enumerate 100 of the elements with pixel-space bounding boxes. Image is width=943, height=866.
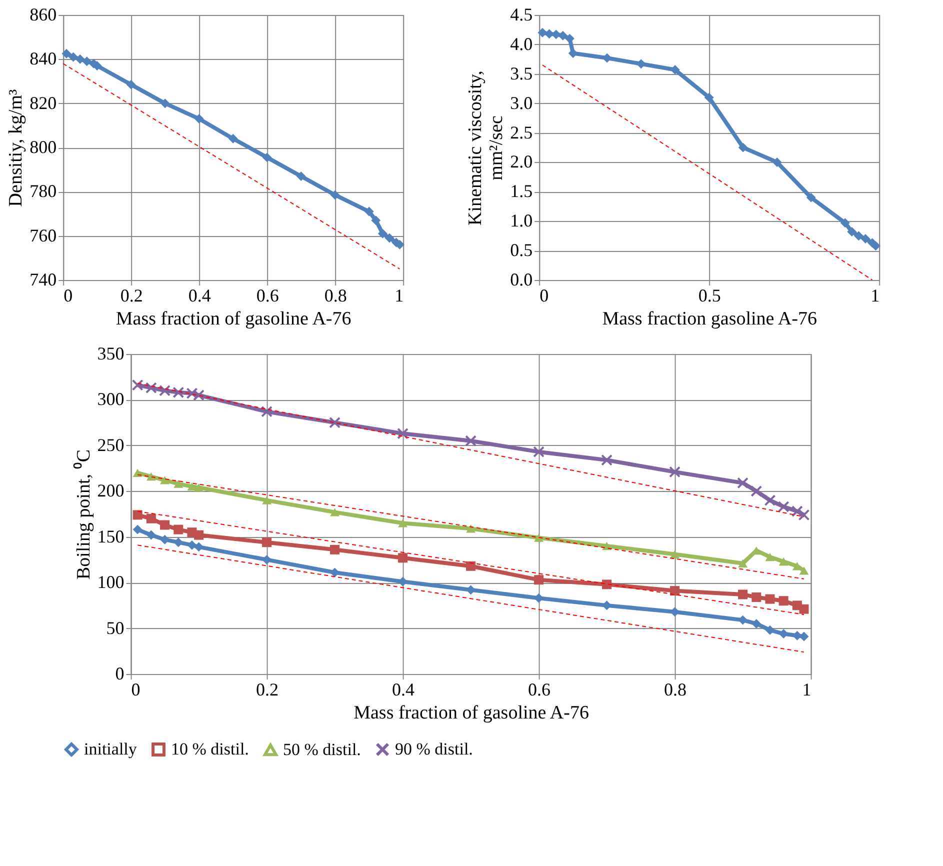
point [799, 566, 809, 575]
y-tick-label: 50 [106, 618, 124, 638]
y-tick-label: 0.5 [510, 240, 533, 260]
y-tick-label: 200 [97, 480, 124, 501]
point [738, 615, 748, 625]
y-axis-title: Densitiy, kg/m³ [6, 88, 27, 207]
x-tick-label: 1 [394, 286, 404, 306]
x-axis-title: Mass fraction gasoline A-76 [602, 308, 817, 330]
x-axis-title: Mass fraction of gasoline A-76 [116, 308, 352, 330]
point [160, 476, 170, 484]
point [601, 454, 613, 466]
point [146, 514, 156, 524]
point [534, 575, 544, 585]
point [799, 632, 809, 642]
point [145, 382, 157, 394]
x-tick-label: 0.6 [528, 680, 551, 700]
point [765, 594, 775, 604]
legend-label: initially [84, 740, 138, 759]
point [371, 216, 381, 226]
x-tick-label: 0 [540, 286, 549, 306]
point [75, 54, 85, 64]
point [330, 544, 340, 554]
y-tick-label: 4.5 [510, 4, 533, 24]
point [194, 114, 204, 124]
point [146, 472, 156, 481]
point [261, 406, 273, 418]
legend-label: 90 % distil. [395, 740, 473, 759]
point [132, 379, 144, 391]
point [262, 496, 272, 504]
x-tick-label: 0 [131, 680, 140, 700]
point [778, 500, 790, 512]
point [602, 580, 612, 590]
point [670, 550, 680, 558]
point [798, 509, 810, 521]
y-tick-label: 100 [97, 572, 124, 592]
point [752, 618, 762, 628]
point [187, 540, 197, 550]
y-tick-label: 300 [97, 389, 124, 410]
y-tick-label: 1.5 [510, 181, 533, 202]
legend-label: 10 % distil. [171, 740, 249, 759]
y-tick-label: 860 [30, 4, 57, 24]
y-tick-label: 820 [30, 92, 57, 113]
point [534, 534, 544, 542]
x-tick-label: 0 [64, 286, 73, 306]
point [262, 538, 272, 548]
point [752, 592, 762, 602]
point [397, 428, 409, 440]
x-tick-label: 0.4 [392, 680, 415, 700]
point [329, 416, 341, 428]
y-tick-label: 840 [30, 48, 57, 69]
point [330, 508, 340, 516]
point [126, 80, 136, 90]
y-axis-title: Kinematic viscosity, mm²/sec [465, 70, 508, 226]
point [194, 483, 204, 492]
point [765, 552, 775, 562]
point [262, 554, 272, 564]
x-tick-label: 0.5 [698, 286, 721, 306]
point [398, 519, 408, 528]
point [533, 446, 545, 458]
point [296, 171, 306, 181]
point [82, 56, 92, 66]
point [132, 510, 142, 520]
x-tick-label: 0.6 [256, 286, 279, 306]
point [174, 524, 184, 534]
y-axis-title: Boiling point, ⁰C [72, 450, 94, 580]
x-tick-label: 0.4 [188, 286, 211, 306]
x-tick-label: 1 [870, 286, 880, 306]
point [194, 542, 204, 552]
point [778, 596, 788, 606]
point [160, 98, 170, 108]
y-tick-label: 800 [30, 137, 57, 157]
x-axis-title: Mass fraction of gasoline A-76 [354, 702, 589, 724]
point [791, 506, 803, 517]
point [384, 233, 394, 243]
point [174, 480, 184, 488]
point [765, 625, 775, 635]
point [172, 386, 184, 398]
y-tick-label: 780 [30, 181, 57, 202]
point [750, 485, 762, 497]
point [174, 538, 184, 548]
point [132, 468, 142, 477]
x-tick-label: 0.8 [324, 286, 347, 306]
y-tick-label: 2.0 [510, 152, 533, 172]
y-tick-label: 3.5 [510, 63, 533, 84]
point [670, 586, 680, 596]
point [778, 557, 788, 566]
y-tick-label: 760 [30, 225, 57, 246]
y-tick-label: 4.0 [510, 34, 533, 54]
x-tick-label: 0.8 [664, 680, 687, 700]
point [68, 52, 78, 62]
y-tick-label: 1.0 [510, 210, 533, 231]
point [262, 152, 272, 162]
point [160, 534, 170, 544]
point [799, 604, 809, 614]
point [466, 561, 476, 571]
x-tick-label: 0.2 [120, 286, 143, 306]
point [160, 520, 170, 530]
y-tick-label: 250 [97, 434, 124, 455]
y-tick-label: 2.5 [510, 122, 533, 142]
point [194, 530, 204, 540]
